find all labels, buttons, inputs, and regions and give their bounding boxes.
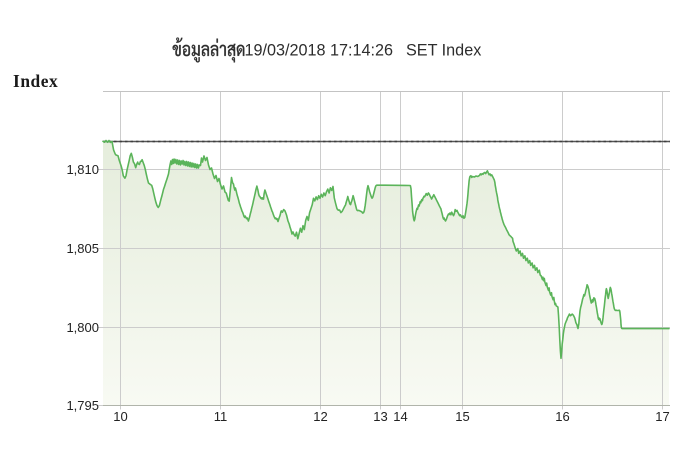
svg-text:12: 12 — [313, 409, 327, 424]
svg-text:15: 15 — [455, 409, 469, 424]
svg-text:17: 17 — [655, 409, 669, 424]
svg-text:10: 10 — [113, 409, 127, 424]
svg-text:1,805: 1,805 — [66, 241, 99, 256]
svg-text:1,795: 1,795 — [66, 398, 99, 413]
svg-text:16: 16 — [555, 409, 569, 424]
svg-text:Index: Index — [13, 71, 58, 91]
svg-text:19/03/2018 17:14:26: 19/03/2018 17:14:26 — [245, 42, 394, 60]
svg-text:1,800: 1,800 — [66, 320, 99, 335]
svg-text:1,810: 1,810 — [66, 162, 99, 177]
svg-text:11: 11 — [214, 409, 228, 424]
svg-text:SET Index: SET Index — [406, 42, 481, 60]
svg-text:13: 13 — [373, 409, 387, 424]
svg-text:14: 14 — [393, 409, 407, 424]
